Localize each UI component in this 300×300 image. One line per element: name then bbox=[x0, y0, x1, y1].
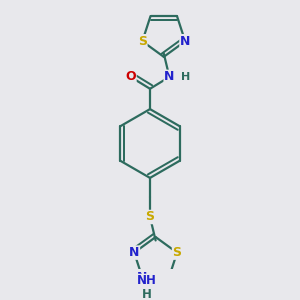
Text: H: H bbox=[142, 288, 152, 300]
Text: O: O bbox=[125, 70, 136, 83]
Text: N: N bbox=[137, 271, 148, 284]
Text: N: N bbox=[180, 35, 190, 48]
Text: NH: NH bbox=[137, 274, 157, 287]
Text: H: H bbox=[181, 72, 190, 82]
Text: N: N bbox=[164, 70, 175, 83]
Text: S: S bbox=[172, 246, 182, 259]
Text: S: S bbox=[146, 211, 154, 224]
Text: N: N bbox=[129, 246, 140, 259]
Text: S: S bbox=[138, 35, 147, 48]
